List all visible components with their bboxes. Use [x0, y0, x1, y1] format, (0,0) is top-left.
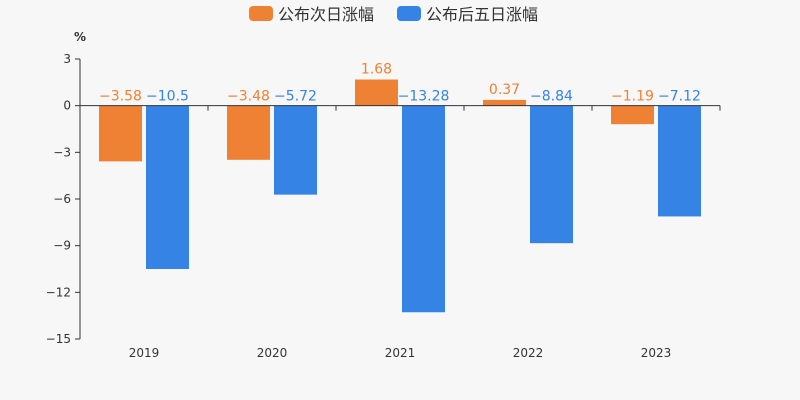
data-label: 0.37 [489, 82, 520, 98]
data-label: −10.5 [146, 89, 189, 105]
bar-five-day-2019[interactable] [146, 105, 189, 270]
x-tick-label: 2019 [129, 346, 160, 360]
data-label: −3.58 [99, 89, 142, 105]
data-label: −5.72 [274, 89, 317, 105]
y-axis-unit: % [74, 30, 86, 44]
data-label: −1.19 [611, 89, 654, 105]
x-tick-label: 2023 [641, 346, 672, 360]
bars [99, 79, 701, 313]
bar-next-day-2021[interactable] [355, 79, 398, 106]
legend-label-five-day: 公布后五日涨幅 [426, 5, 538, 24]
y-tick-label: −3 [53, 145, 71, 159]
bar-five-day-2020[interactable] [274, 105, 317, 195]
legend-swatch-five-day [397, 6, 421, 21]
x-tick-label: 2022 [513, 346, 544, 360]
x-axis: 2019 2020 2021 2022 2023 [79, 105, 721, 360]
y-axis: 3 0 −3 −6 −9 −12 −15 [46, 52, 80, 346]
y-tick-label: −6 [53, 192, 71, 206]
bar-next-day-2023[interactable] [611, 105, 654, 125]
legend-item-next-day[interactable]: 公布次日涨幅 [249, 5, 374, 24]
x-tick-label: 2021 [385, 346, 416, 360]
y-tick-label: −15 [46, 332, 71, 346]
legend-item-five-day[interactable]: 公布后五日涨幅 [397, 5, 538, 24]
bar-next-day-2020[interactable] [227, 105, 270, 160]
x-tick-label: 2020 [257, 346, 288, 360]
y-tick-label: −9 [53, 239, 71, 253]
data-labels: −3.58 −3.48 1.68 0.37 −1.19 −10.5 −5.72 −13.28 −… [99, 62, 701, 105]
data-label: −13.28 [398, 89, 450, 105]
legend: 公布次日涨幅 公布后五日涨幅 [249, 5, 538, 24]
data-label: 1.68 [361, 62, 392, 78]
y-tick-label: −12 [46, 285, 71, 299]
bar-next-day-2019[interactable] [99, 105, 142, 162]
bar-next-day-2022[interactable] [483, 99, 526, 106]
legend-label-next-day: 公布次日涨幅 [278, 5, 374, 24]
bar-five-day-2023[interactable] [658, 105, 701, 217]
data-label: −3.48 [227, 89, 270, 105]
bar-five-day-2021[interactable] [402, 105, 445, 313]
legend-swatch-next-day [249, 6, 273, 21]
bar-five-day-2022[interactable] [530, 105, 573, 244]
data-label: −8.84 [530, 89, 573, 105]
y-tick-label: 3 [63, 52, 71, 66]
data-label: −7.12 [658, 89, 701, 105]
y-tick-label: 0 [63, 99, 71, 113]
